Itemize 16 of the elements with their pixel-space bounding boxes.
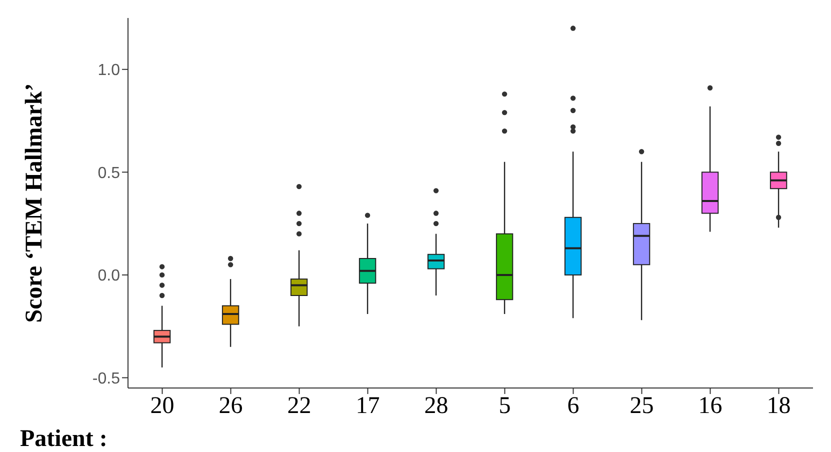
x-tick-label: 16: [698, 393, 722, 420]
y-tick-label: 0.5: [98, 164, 120, 182]
y-tick-label: 1.0: [98, 62, 120, 80]
x-tick-label: 6: [567, 393, 580, 420]
x-tick-label: 28: [424, 393, 448, 420]
x-tick-label: 22: [287, 393, 312, 420]
y-tick-label: -0.5: [92, 370, 120, 388]
y-tick-label: 0.0: [98, 268, 120, 285]
x-tick-label: 17: [356, 393, 380, 420]
y-axis-title: Score ‘TEM Hallmark’: [22, 83, 48, 323]
x-tick-label: 5: [498, 393, 511, 420]
x-axis-title: Patient :: [20, 426, 108, 452]
x-tick-label: 25: [630, 393, 654, 420]
x-tick-label: 20: [150, 393, 174, 420]
x-tick-label: 18: [766, 393, 791, 420]
x-tick-label: 26: [218, 393, 243, 420]
